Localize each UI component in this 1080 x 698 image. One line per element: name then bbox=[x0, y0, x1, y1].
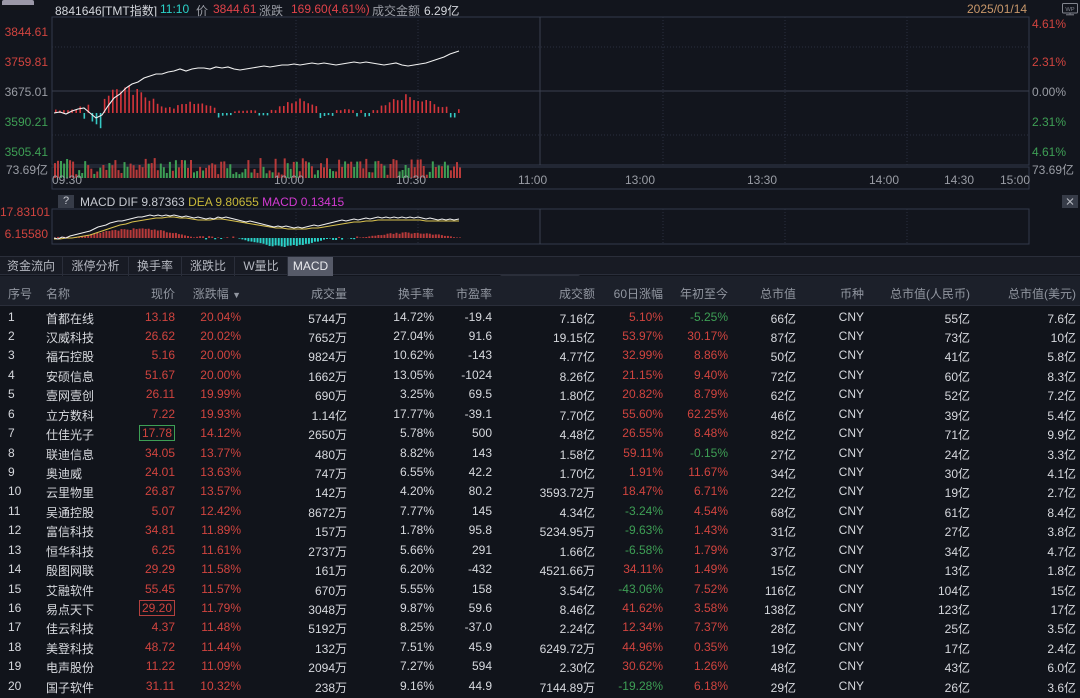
svg-text:WP: WP bbox=[1065, 7, 1074, 13]
